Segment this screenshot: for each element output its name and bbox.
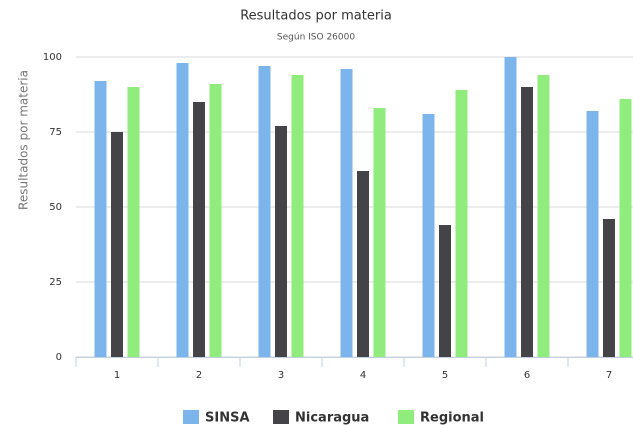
legend-swatch xyxy=(398,410,414,424)
bar xyxy=(619,99,632,357)
bar xyxy=(209,84,222,357)
chart-subtitle: Según ISO 26000 xyxy=(277,33,355,43)
y-axis-label: Resultados por materia xyxy=(17,70,31,210)
x-tick-label: 1 xyxy=(114,370,120,381)
bar xyxy=(422,114,435,357)
y-tick-label: 25 xyxy=(49,277,62,288)
bar xyxy=(94,81,107,357)
x-tick-label: 6 xyxy=(524,370,530,381)
bar xyxy=(537,75,550,357)
y-tick-label: 75 xyxy=(49,127,62,138)
legend-label: Regional xyxy=(420,411,484,425)
chart-title: Resultados por materia xyxy=(240,9,392,24)
legend-label: Nicaragua xyxy=(295,411,369,425)
bar xyxy=(291,75,304,357)
bar xyxy=(373,108,386,357)
x-tick-label: 3 xyxy=(278,370,284,381)
legend-swatch xyxy=(273,410,289,424)
y-tick-label: 100 xyxy=(43,52,62,63)
bar xyxy=(455,90,468,357)
bar xyxy=(603,219,615,357)
x-tick-label: 4 xyxy=(360,370,366,381)
x-tick-label: 5 xyxy=(442,370,448,381)
bar xyxy=(275,126,287,357)
bar xyxy=(258,66,271,357)
x-tick-label: 2 xyxy=(196,370,202,381)
bar xyxy=(111,132,123,357)
bar xyxy=(176,63,189,357)
legend-label: SINSA xyxy=(205,411,250,425)
bar xyxy=(504,57,517,357)
legend-swatch xyxy=(183,410,199,424)
x-tick-label: 7 xyxy=(606,370,612,381)
bar xyxy=(439,225,451,357)
bar xyxy=(127,87,140,357)
bar xyxy=(586,111,599,357)
bar xyxy=(521,87,533,357)
y-tick-label: 50 xyxy=(49,202,62,213)
bar xyxy=(193,102,205,357)
bar xyxy=(357,171,369,357)
y-tick-label: 0 xyxy=(56,352,62,363)
bar xyxy=(340,69,353,357)
